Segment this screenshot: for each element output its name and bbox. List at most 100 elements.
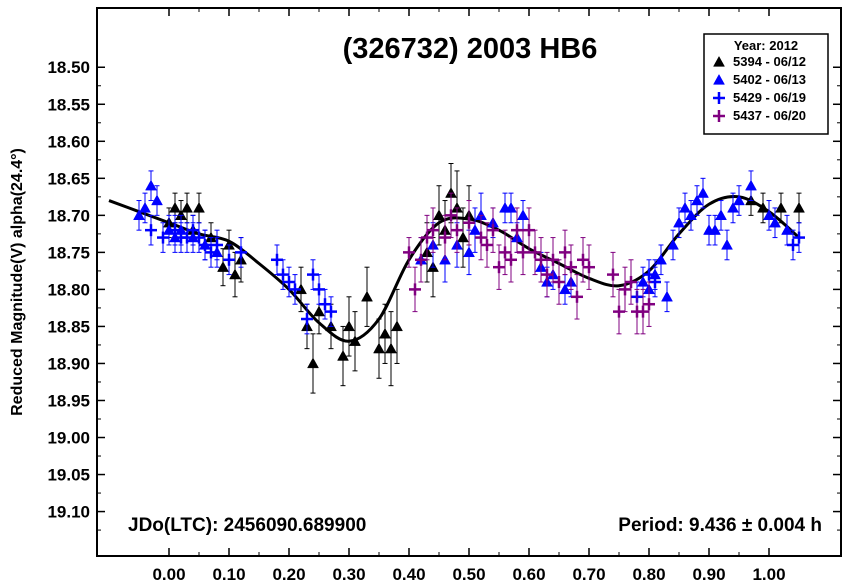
chart-title: (326732) 2003 HB6 (343, 33, 598, 65)
data-point (469, 224, 481, 235)
data-point (559, 283, 571, 295)
data-point (145, 179, 157, 191)
data-point (781, 224, 793, 235)
data-point (793, 201, 805, 213)
y-tick-labels: 18.50 18.55 18.60 18.65 18.70 18.75 18.80 18.85… (47, 58, 90, 521)
data-point (235, 246, 247, 259)
y-tick-label: 18.65 (47, 169, 90, 188)
data-point (679, 201, 691, 213)
data-point (559, 246, 571, 259)
legend-marker (713, 55, 725, 67)
y-tick-label: 18.55 (47, 95, 90, 114)
data-point (583, 261, 595, 274)
data-point (457, 231, 469, 243)
legend-marker (713, 92, 725, 104)
axis-ticks (97, 8, 841, 556)
data-point (685, 209, 697, 221)
data-point (379, 327, 391, 339)
data-point (211, 238, 223, 251)
data-point (145, 224, 157, 237)
y-tick-label: 19.00 (47, 429, 90, 448)
data-point (169, 224, 181, 237)
data-point (325, 305, 337, 318)
legend-entries: 5394 - 06/12 5402 - 06/13 5429 - 06/19 5437… (713, 54, 806, 123)
data-point (301, 313, 313, 326)
data-point (661, 290, 673, 302)
data-point (667, 238, 679, 250)
y-tick-label: 19.05 (47, 466, 90, 485)
y-tick-label: 18.85 (47, 317, 90, 336)
data-point (193, 201, 205, 213)
legend-marker (713, 73, 725, 85)
data-point (577, 253, 589, 266)
x-tick-labels: 0.00 0.10 0.20 0.30 0.40 0.50 0.60 0.70 0.80 0.90… (152, 565, 785, 584)
data-point (229, 268, 241, 280)
data-point (433, 209, 445, 221)
legend-marker (713, 110, 725, 122)
data-point (385, 342, 397, 354)
data-point (775, 201, 787, 213)
data-point (451, 224, 463, 237)
period-annotation: Period: 9.436 ± 0.004 h (618, 515, 822, 536)
data-point (571, 290, 583, 303)
legend-entry: 5394 - 06/12 (733, 54, 806, 69)
legend: Year: 2012 5394 - 06/12 5402 - 06/13 5429 … (703, 33, 829, 135)
data-point (217, 261, 229, 272)
y-tick-label: 18.50 (47, 58, 90, 77)
x-tick-label: 0.90 (692, 565, 725, 584)
data-point (787, 238, 799, 251)
x-tick-label: 1.00 (752, 565, 785, 584)
data-point (181, 201, 193, 213)
data-point (643, 298, 655, 311)
x-tick-label: 0.00 (152, 565, 185, 584)
data-point (475, 231, 487, 244)
data-point (541, 268, 553, 281)
data-point (505, 201, 517, 213)
data-points-layer (133, 163, 805, 394)
x-tick-label: 0.30 (332, 565, 365, 584)
data-point (655, 253, 667, 265)
data-point (691, 194, 703, 206)
data-point (319, 298, 331, 311)
y-axis-label: Reduced Magnitude(V) alpha(24.4°) (9, 148, 26, 416)
data-point (733, 194, 745, 206)
data-point (193, 231, 205, 244)
x-tick-label: 0.70 (572, 565, 605, 584)
data-point (151, 194, 163, 206)
data-point (373, 342, 385, 354)
data-point (637, 275, 649, 287)
data-point (199, 238, 211, 251)
data-point (637, 305, 649, 318)
data-point (187, 224, 199, 237)
jdo-annotation: JDo(LTC): 2456090.689900 (128, 515, 366, 536)
data-point (499, 246, 511, 259)
data-point (553, 276, 565, 288)
data-point (205, 246, 217, 259)
data-point (403, 246, 415, 259)
data-point (745, 179, 757, 191)
data-point (307, 357, 319, 369)
data-point (157, 231, 169, 244)
y-tick-label: 18.95 (47, 391, 90, 410)
y-tick-label: 18.80 (47, 280, 90, 299)
data-point (529, 246, 541, 259)
data-point (139, 201, 151, 213)
x-tick-label: 0.40 (392, 565, 425, 584)
data-point (565, 261, 577, 274)
legend-box (703, 33, 829, 135)
data-point (715, 209, 727, 221)
data-point (769, 216, 781, 228)
x-tick-label: 0.20 (272, 565, 305, 584)
data-point (169, 201, 181, 213)
data-point (607, 268, 619, 281)
data-point (223, 253, 235, 266)
legend-title: Year: 2012 (734, 38, 798, 53)
data-point (349, 335, 361, 346)
data-point (721, 238, 733, 250)
data-point (391, 320, 403, 332)
data-point (487, 224, 499, 237)
x-tick-label: 0.10 (212, 565, 245, 584)
y-tick-label: 19.10 (47, 503, 90, 522)
y-tick-label: 18.60 (47, 132, 90, 151)
data-point (673, 216, 685, 228)
